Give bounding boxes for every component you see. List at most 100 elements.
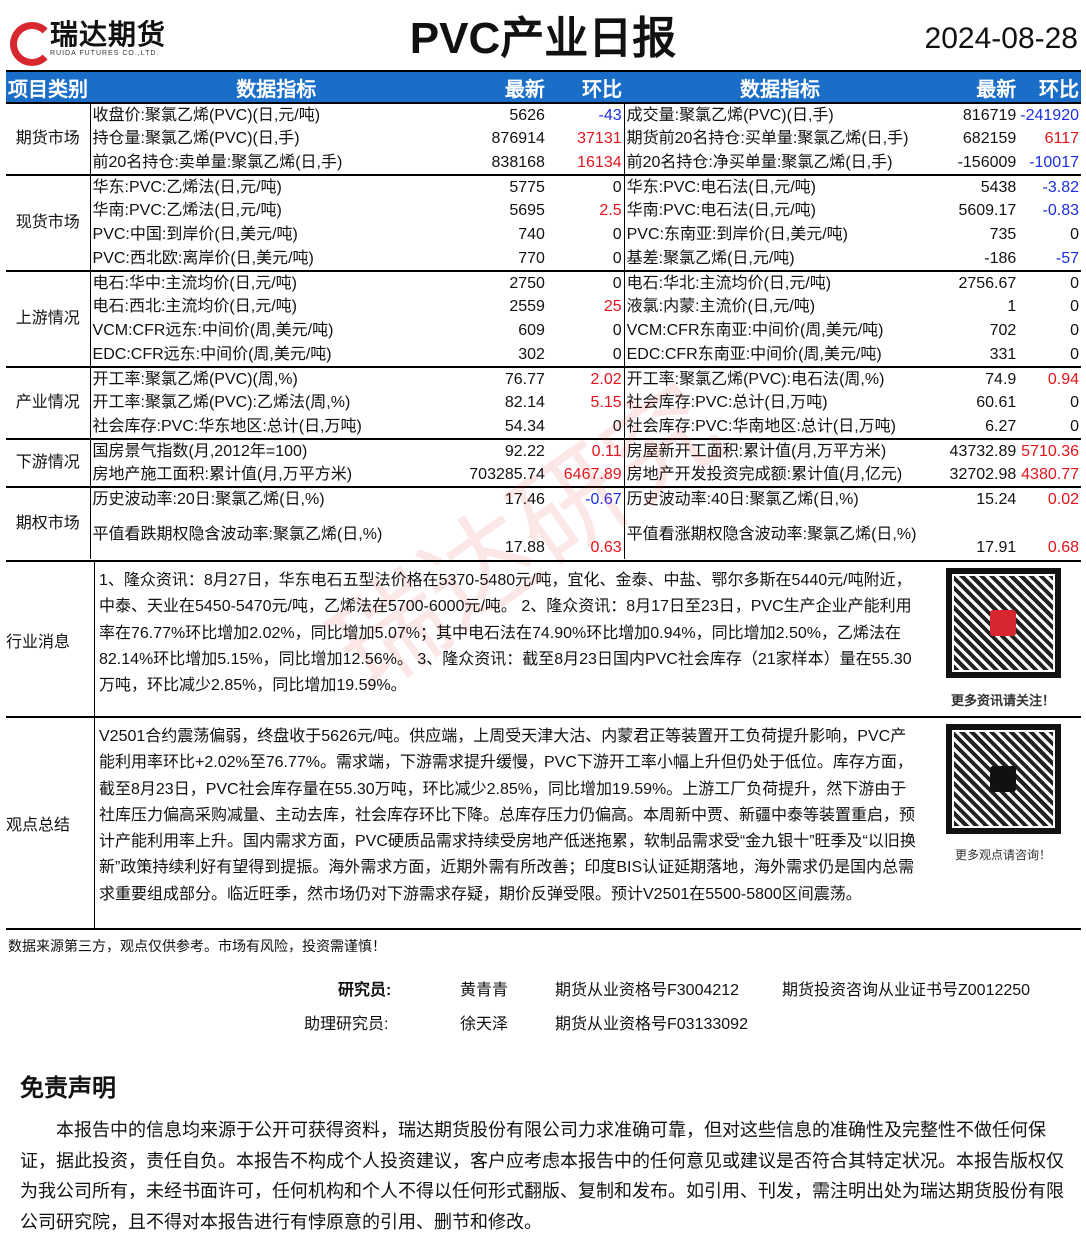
latest-cell: 5695 — [509, 202, 545, 219]
change-cell: 0 — [1070, 298, 1079, 315]
latest-cell: 1 — [1007, 298, 1017, 315]
ruida-logo-icon — [8, 18, 54, 66]
change-cell: 0.68 — [1047, 539, 1079, 556]
indicator-cell: PVC:中国:到岸价(日,美元/吨) — [92, 226, 298, 243]
category-cell: 上游情况 — [6, 270, 91, 367]
change-cell: 0 — [1070, 417, 1079, 435]
summary-label: 观点总结 — [6, 718, 95, 928]
change-cell: 0 — [1070, 394, 1079, 411]
assistant-label: 助理研究员: — [304, 1016, 389, 1033]
category-cell: 期货市场 — [6, 102, 91, 175]
change-cell: 37131 — [546, 127, 625, 151]
latest-cell: 2756.67 — [935, 270, 1019, 295]
change-cell: 0 — [1018, 270, 1081, 295]
latest-cell: 682159 — [962, 130, 1017, 147]
indicator-cell: 基差:聚氯乙烯(日,元/吨) — [626, 249, 795, 267]
table-row: EDC:CFR远东:中间价(周,美元/吨) 302 0 EDC:CFR东南亚:中间价(… — [6, 343, 1081, 367]
indicator-cell: 华南:PVC:电石法(日,元/吨) — [626, 202, 816, 219]
news-section: 行业消息 1、隆众资讯：8月27日，华东电石五型法价格在5370-5480元/吨… — [6, 560, 1081, 717]
latest-cell: 740 — [518, 226, 545, 243]
latest-cell: 816719 — [935, 102, 1019, 127]
indicator-cell: 国房景气指数(月,2012年=100) — [90, 438, 463, 463]
indicator-cell: 电石:华北:主流均价(日,元/吨) — [624, 270, 936, 295]
change-cell: -10017 — [1029, 153, 1079, 171]
change-cell: 2.02 — [546, 366, 625, 391]
latest-cell: 702 — [989, 322, 1017, 339]
table-row: VCM:CFR远东:中间价(周,美元/吨) 609 0 VCM:CFR东南亚:中间价(… — [6, 319, 1081, 343]
col-change-2: 环比 — [1018, 70, 1081, 103]
researcher-cert-2: 期货投资咨询从业证书号Z0012250 — [782, 982, 1031, 999]
latest-cell: 2559 — [509, 298, 545, 315]
table-row: PVC:中国:到岸价(日,美元/吨) 740 0 PVC:东南亚:到岸价(日,美元/吨… — [6, 223, 1081, 247]
table-row: 期货市场 收盘价:聚氯乙烯(PVC)(日,元/吨) 5626 -43 成交量:聚氯乙烯(… — [6, 102, 1081, 175]
table-row: 产业情况 开工率:聚氯乙烯(PVC)(周,%) 76.77 2.02 开工率:聚氯乙烯(… — [6, 366, 1081, 439]
indicator-cell: 房屋新开工面积:累计值(月,万平方米) — [624, 438, 936, 463]
latest-cell: 2750 — [462, 270, 547, 295]
company-logo: 瑞达期货 RUIDA FUTURES CO.,LTD. — [8, 18, 166, 66]
col-category: 项目类别 — [6, 70, 91, 103]
report-date: 2024-08-28 — [924, 22, 1078, 55]
change-cell: 5.15 — [546, 391, 625, 415]
change-cell: 0 — [546, 415, 625, 439]
summary-qr: 更多观点请咨询！ — [925, 718, 1081, 928]
disclaimer-title: 免责声明 — [20, 1075, 116, 1102]
latest-cell: 74.9 — [935, 366, 1019, 391]
table-row: 平值看跌期权隐含波动率:聚氯乙烯(日,%) 17.88 0.63 平值看涨期权隐含波动… — [6, 511, 1081, 559]
change-cell: -3.82 — [1018, 174, 1081, 199]
assistant-name: 徐天泽 — [460, 1016, 509, 1033]
table-row: 房地产施工面积:累计值(月,万平方米) 703285.74 6467.89 房地产开发… — [6, 463, 1081, 487]
latest-cell: 54.34 — [504, 417, 545, 435]
table-row: 电石:西北:主流均价(日,元/吨) 2559 25 液氯:内蒙:主流价(日,元/吨) 1… — [6, 295, 1081, 319]
category-cell: 下游情况 — [6, 438, 91, 487]
table-row: PVC:西北欧:离岸价(日,美元/吨) 770 0 基差:聚氯乙烯(日,元/吨) -18… — [6, 247, 1081, 271]
change-cell: -0.67 — [546, 486, 625, 511]
indicator-cell: 电石:华中:主流均价(日,元/吨) — [90, 270, 463, 295]
latest-cell: 609 — [518, 322, 545, 339]
indicator-cell: 电石:西北:主流均价(日,元/吨) — [92, 298, 297, 315]
table-row: 前20名持仓:卖单量:聚氯乙烯(日,手) 838168 16134 前20名持仓:净买… — [6, 151, 1081, 175]
indicator-cell: 华东:PVC:乙烯法(日,元/吨) — [90, 174, 463, 199]
latest-cell: 43732.89 — [935, 438, 1019, 463]
latest-cell: 703285.74 — [469, 465, 545, 483]
data-table: 项目类别 数据指标 最新 环比 数据指标 最新 环比 期货市场 收盘价:聚氯乙烯(… — [6, 70, 1081, 559]
researcher-name: 黄青青 — [460, 982, 509, 999]
indicator-cell: 液氯:内蒙:主流价(日,元/吨) — [626, 298, 816, 315]
table-row: 开工率:聚氯乙烯(PVC):乙烯法(周,%) 82.14 5.15 社会库存:PVC:… — [6, 391, 1081, 415]
change-cell: 6117 — [1044, 130, 1079, 147]
researcher-label: 研究员: — [338, 982, 392, 999]
latest-cell: 15.24 — [935, 486, 1019, 511]
indicator-cell: 平值看涨期权隐含波动率:聚氯乙烯(日,%) — [626, 526, 917, 543]
latest-cell: 5609.17 — [958, 202, 1017, 219]
change-cell: 0 — [546, 270, 625, 295]
indicator-cell: 平值看跌期权隐含波动率:聚氯乙烯(日,%) — [92, 526, 383, 543]
change-cell: 0 — [546, 174, 625, 199]
indicator-cell: 历史波动率:20日:聚氯乙烯(日,%) — [90, 486, 463, 511]
change-cell: 0 — [546, 319, 625, 343]
latest-cell: 331 — [989, 345, 1017, 363]
latest-cell: 838168 — [491, 153, 545, 171]
change-cell: 25 — [546, 295, 625, 319]
latest-cell: 770 — [518, 249, 545, 267]
summary-section: 观点总结 V2501合约震荡偏弱，终盘收于5626元/吨。供应端，上周受天津大沽… — [6, 716, 1081, 930]
change-cell: 0.11 — [546, 438, 625, 463]
indicator-cell: 华东:PVC:电石法(日,元/吨) — [624, 174, 936, 199]
researcher-cert: 期货从业资格号F3004212 — [555, 982, 740, 999]
indicator-cell: 开工率:聚氯乙烯(PVC)(周,%) — [90, 366, 463, 391]
change-cell: 2.5 — [546, 199, 625, 223]
latest-cell: 92.22 — [462, 438, 547, 463]
latest-cell: 5626 — [462, 102, 547, 127]
page-title: PVC产业日报 — [409, 14, 677, 63]
category-cell: 现货市场 — [6, 174, 91, 271]
indicator-cell: VCM:CFR远东:中间价(周,美元/吨) — [92, 322, 334, 339]
category-cell: 产业情况 — [6, 366, 91, 439]
indicator-cell: PVC:东南亚:到岸价(日,美元/吨) — [626, 226, 848, 243]
news-qr: 更多资讯请关注！ — [925, 562, 1081, 717]
logo-english: RUIDA FUTURES CO.,LTD. — [50, 49, 160, 57]
change-cell: 0.63 — [546, 511, 625, 559]
col-change: 环比 — [546, 70, 625, 103]
latest-cell: 876914 — [491, 130, 545, 147]
wechat-qr-code-icon — [945, 724, 1061, 834]
change-cell: 0 — [1070, 226, 1079, 243]
table-row: 华南:PVC:乙烯法(日,元/吨) 5695 2.5 华南:PVC:电石法(日,元/吨… — [6, 199, 1081, 223]
latest-cell: 17.46 — [462, 486, 547, 511]
